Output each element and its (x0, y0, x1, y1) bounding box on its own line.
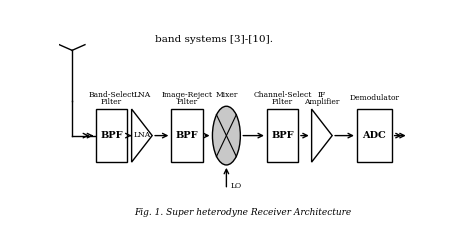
Text: IF: IF (318, 91, 326, 99)
Text: Fig. 1. Super heterodyne Receiver Architecture: Fig. 1. Super heterodyne Receiver Archit… (134, 208, 352, 217)
Bar (357, 109, 392, 162)
Ellipse shape (212, 106, 240, 165)
Text: Band-Select: Band-Select (88, 91, 135, 99)
Text: Filter: Filter (176, 98, 198, 106)
Text: BPF: BPF (175, 131, 198, 140)
Polygon shape (311, 109, 332, 162)
Text: Filter: Filter (101, 98, 122, 106)
Text: ADC: ADC (363, 131, 386, 140)
Text: LO: LO (231, 182, 242, 190)
Text: LNA: LNA (133, 91, 151, 99)
Text: BPF: BPF (100, 131, 123, 140)
Text: Amplifier: Amplifier (304, 98, 339, 106)
Text: LNA: LNA (133, 131, 151, 139)
Bar (96, 109, 127, 162)
Polygon shape (132, 109, 152, 162)
Text: Filter: Filter (272, 98, 293, 106)
Text: BPF: BPF (271, 131, 294, 140)
Text: Mixer: Mixer (215, 91, 237, 99)
Text: Channel-Select: Channel-Select (253, 91, 311, 99)
Text: Demodulator: Demodulator (349, 94, 399, 102)
Bar (267, 109, 298, 162)
Text: Image-Reject: Image-Reject (162, 91, 212, 99)
Text: band systems [3]-[10].: band systems [3]-[10]. (155, 35, 273, 44)
Bar (171, 109, 202, 162)
